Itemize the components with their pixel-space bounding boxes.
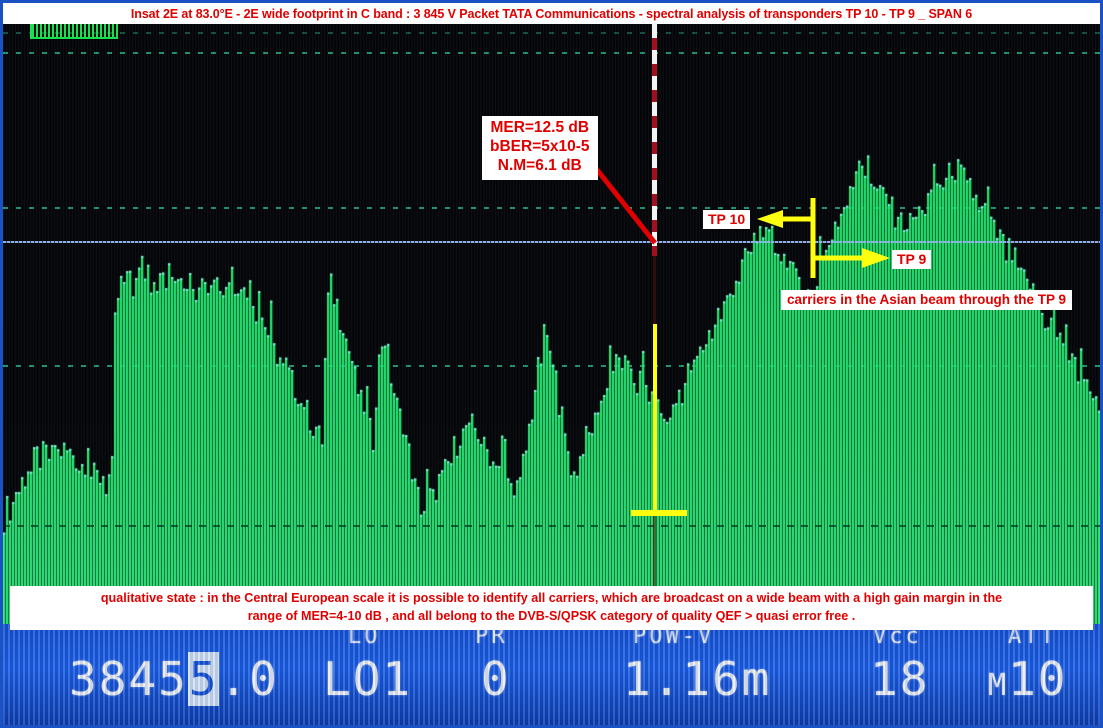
mer-line-2: bBER=5x10-5 xyxy=(490,137,590,155)
frequency-readout[interactable]: 38455.0 xyxy=(69,652,279,706)
tp9-label: TP 9 xyxy=(892,250,932,270)
title-bar: Insat 2E at 83.0°E - 2E wide footprint i… xyxy=(3,3,1100,24)
lcd-status-bar[interactable]: 38455.0 LO LO1 PR 0 POW-V 1.16m Vcc 18 A… xyxy=(3,624,1100,725)
pow-v-value[interactable]: 1.16m xyxy=(623,652,772,706)
center-frequency-cursor[interactable] xyxy=(652,24,657,256)
asian-beam-note: carriers in the Asian beam through the T… xyxy=(781,290,1073,311)
att-number: 10 xyxy=(1008,652,1068,706)
frequency-value-post: .0 xyxy=(219,652,279,706)
lo-value[interactable]: LO1 xyxy=(323,652,413,706)
att-value[interactable]: M10 xyxy=(988,652,1067,706)
gridline-5 xyxy=(3,525,1100,527)
pr-value[interactable]: 0 xyxy=(481,652,511,706)
page-title: Insat 2E at 83.0°E - 2E wide footprint i… xyxy=(130,6,973,21)
caption-line-2: range of MER=4-10 dB , and all belong to… xyxy=(247,609,856,624)
mer-annotation-box: MER=12.5 dB bBER=5x10-5 N.M=6.1 dB xyxy=(482,116,598,180)
caption-line-1: qualitative state : in the Central Europ… xyxy=(100,591,1003,605)
reference-level-line xyxy=(3,241,1100,243)
mer-line-3: N.M=6.1 dB xyxy=(497,156,582,174)
spectrum-trace xyxy=(3,24,1100,624)
mer-line-1: MER=12.5 dB xyxy=(490,119,590,136)
vcc-value[interactable]: 18 xyxy=(870,652,930,706)
spectrum-scope[interactable] xyxy=(3,24,1100,624)
tp10-label: TP 10 xyxy=(703,210,751,230)
span-marker-bracket[interactable] xyxy=(30,24,118,39)
att-prefix: M xyxy=(988,668,1009,703)
frequency-value-pre: 3845 xyxy=(69,652,188,706)
yellow-marker-foot xyxy=(631,510,687,516)
yellow-marker-line[interactable] xyxy=(653,324,657,512)
qualitative-state-caption: qualitative state : in the Central Europ… xyxy=(10,586,1093,630)
frequency-cursor-digit[interactable]: 5 xyxy=(187,652,220,706)
